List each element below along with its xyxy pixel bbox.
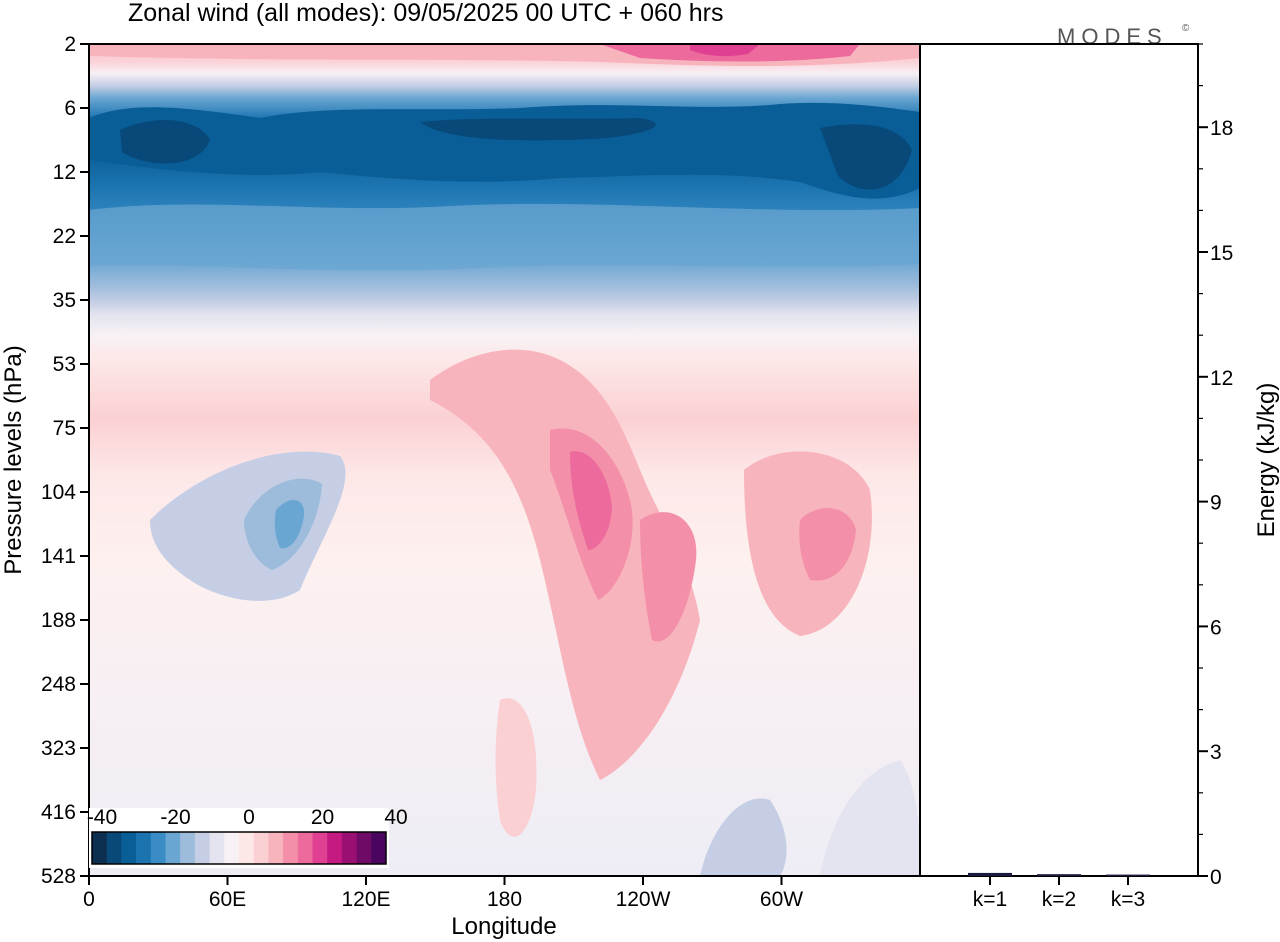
y-tick-label: 141	[41, 545, 76, 568]
energy-tick-label: 9	[1210, 492, 1222, 515]
y-tick-label: 188	[41, 609, 76, 632]
colorbar-swatch	[136, 832, 152, 864]
energy-tick-label: 6	[1210, 616, 1222, 639]
y-axis-label: Pressure levels (hPa)	[0, 345, 27, 574]
energy-bar-k2	[1037, 874, 1081, 876]
westerly-jet-region	[430, 349, 700, 780]
colorbar-swatch	[224, 832, 240, 864]
energy-category-label: k=2	[1042, 888, 1076, 911]
colorbar-swatch	[356, 832, 372, 864]
easterly-core-west	[120, 119, 210, 164]
tropospheric-easterly-core	[274, 499, 305, 549]
easterly-core-center	[420, 118, 656, 141]
westerly-tertiary-core	[640, 512, 697, 642]
x-tick-label: 120W	[616, 888, 671, 911]
colorbar	[91, 831, 387, 865]
energy-category-label: k=1	[973, 888, 1007, 911]
y-tick-label: 75	[53, 417, 76, 440]
surface-easterly-patch-1	[700, 798, 787, 876]
westerly-secondary-core	[799, 507, 856, 581]
energy-axis-label: Energy (kJ/kg)	[1253, 383, 1280, 538]
energy-tick-label: 3	[1210, 741, 1222, 764]
y-tick-label: 104	[41, 481, 76, 504]
x-axis-label: Longitude	[451, 913, 556, 940]
y-tick-label: 35	[53, 289, 76, 312]
x-tick-label: 120E	[341, 888, 390, 911]
energy-bar-k3	[1106, 874, 1150, 876]
y-tick-label: 416	[41, 801, 76, 824]
colorbar-swatch	[180, 832, 196, 864]
colorbar-swatch	[194, 832, 211, 864]
colorbar-label: -40	[87, 806, 117, 829]
colorbar-label: -20	[160, 806, 190, 829]
colorbar-swatch	[312, 832, 328, 864]
wind-heatmap	[89, 44, 920, 876]
westerly-jet-core	[570, 451, 612, 550]
y-axis-energy: 0 3 6 9 12 15 18	[1198, 43, 1233, 889]
colorbar-swatch	[371, 832, 387, 864]
x-tick-label: 0	[83, 888, 95, 911]
y-tick-label: 22	[53, 225, 76, 248]
y-tick-label: 6	[64, 97, 76, 120]
colorbar-swatch	[165, 832, 181, 864]
y-tick-label: 2	[64, 33, 76, 56]
colorbar-label: 40	[384, 806, 407, 829]
colorbar-swatch	[150, 832, 166, 864]
x-tick-label: 180	[487, 888, 522, 911]
mid-stratosphere-easterlies	[89, 203, 920, 271]
energy-category-label: k=3	[1111, 888, 1145, 911]
y-tick-label: 528	[41, 865, 76, 888]
colorbar-swatch	[283, 832, 299, 864]
colorbar-swatch	[341, 832, 358, 864]
colorbar-swatch	[106, 832, 122, 864]
y-tick-label: 12	[53, 161, 76, 184]
colorbar-swatch	[327, 832, 343, 864]
colorbar-label: 0	[243, 806, 255, 829]
colorbar-swatch	[268, 832, 284, 864]
energy-panel-frame	[919, 43, 1199, 877]
energy-tick-label: 18	[1210, 117, 1233, 140]
colorbar-swatch	[209, 832, 225, 864]
energy-tick-label: 15	[1210, 242, 1233, 265]
energy-tick-label: 12	[1210, 367, 1233, 390]
colorbar-frame	[91, 831, 387, 865]
colorbar-swatch	[121, 832, 137, 864]
colorbar-swatch	[253, 832, 269, 864]
colorbar-label: 20	[311, 806, 334, 829]
energy-tick-label: 0	[1210, 866, 1222, 889]
easterly-core-east	[820, 124, 912, 190]
x-tick-label: 60E	[209, 888, 246, 911]
colorbar-swatch	[239, 832, 255, 864]
x-tick-label: 60W	[760, 888, 803, 911]
upper-easterly-jet	[89, 102, 920, 199]
surface-easterly-patch-2	[820, 760, 920, 876]
colorbar-tick-labels: -40 -20 0 20 40	[87, 806, 408, 829]
y-axis-pressure: 2 6 12 22 35 53 75 104 141 188 248 323 416 528	[41, 33, 89, 888]
energy-bars: k=1 k=2 k=3	[968, 872, 1150, 911]
x-axis: 0 60E 120E 180 120W 60W	[83, 876, 803, 911]
y-tick-label: 248	[41, 673, 76, 696]
stratopause-core	[690, 44, 760, 57]
energy-bar-k1	[968, 872, 1012, 876]
chart-title: Zonal wind (all modes): 09/05/2025 00 UT…	[128, 0, 723, 27]
lower-westerly-patch	[495, 698, 537, 837]
colorbar-swatch	[297, 832, 313, 864]
y-tick-label: 323	[41, 737, 76, 760]
y-tick-label: 53	[53, 353, 76, 376]
brand-copyright-mark: ©	[1182, 23, 1190, 34]
colorbar-swatch	[92, 832, 108, 864]
